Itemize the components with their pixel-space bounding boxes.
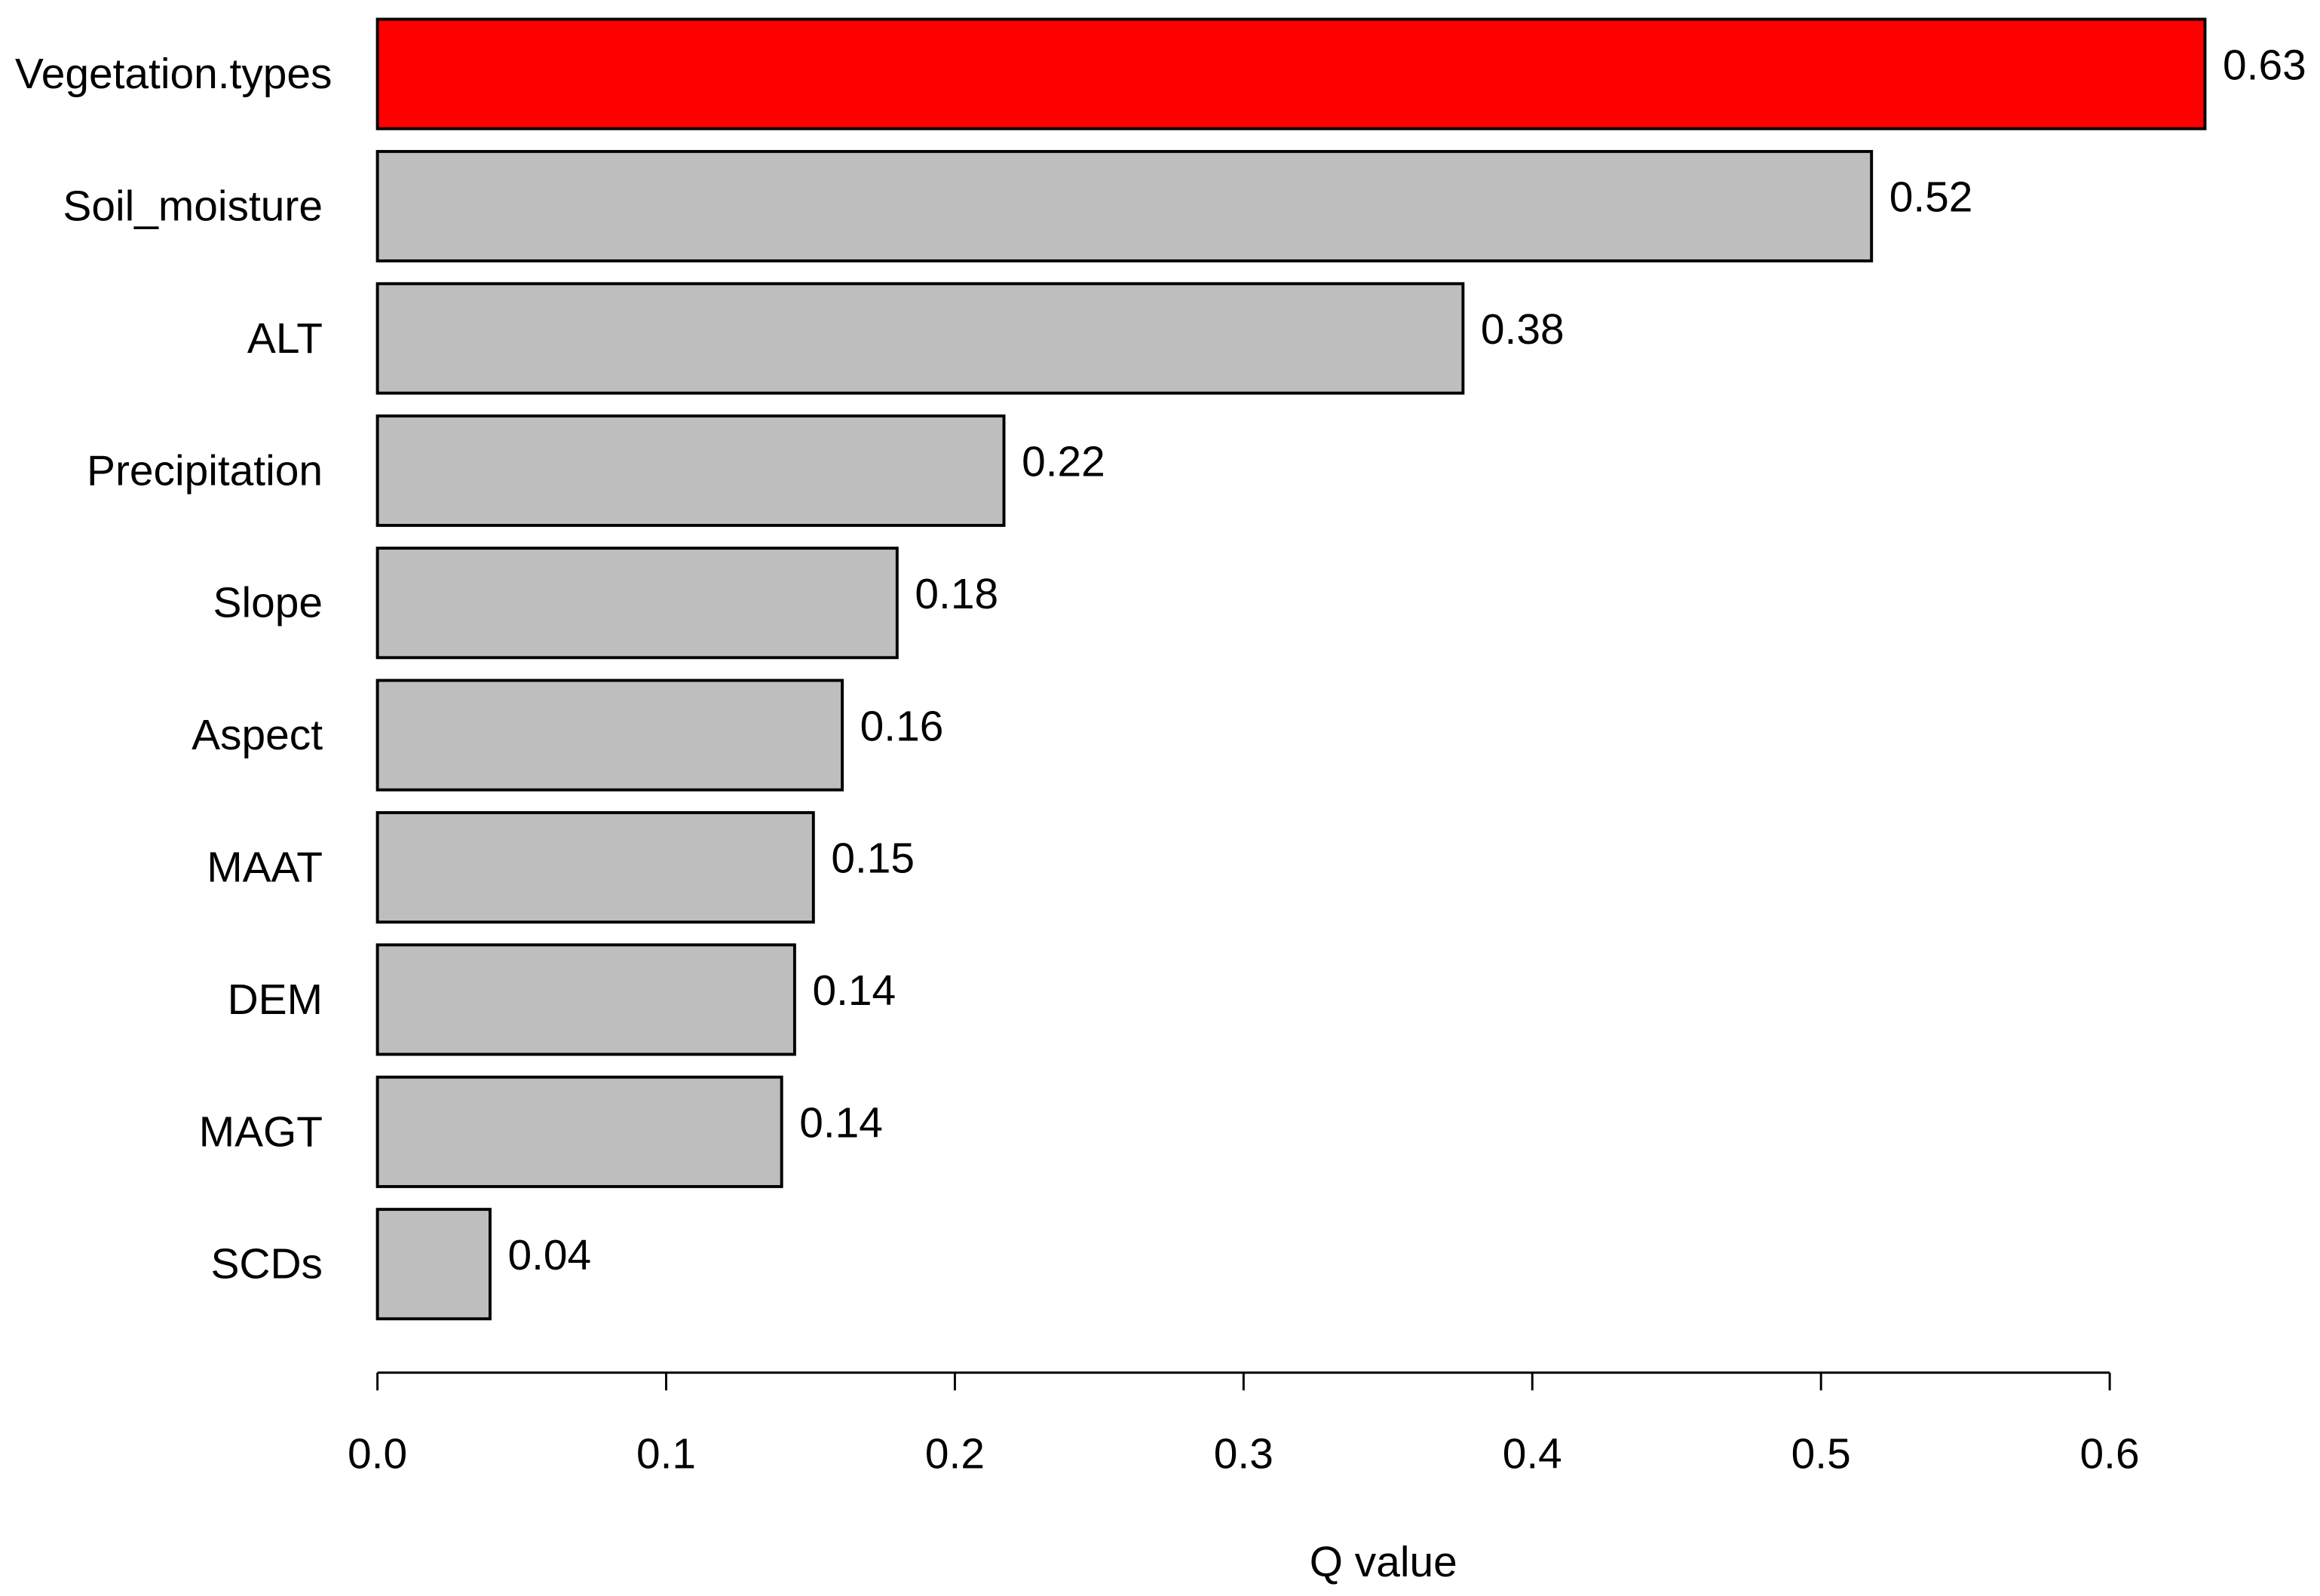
value-label: 0.63 [2223, 41, 2306, 89]
bar [375, 679, 844, 792]
x-axis-label: Q value [1310, 1538, 1457, 1586]
x-tick-label: 0.6 [2080, 1430, 2140, 1478]
category-label: DEM [228, 976, 323, 1024]
value-label: 0.15 [831, 835, 915, 883]
bar [375, 149, 1874, 263]
category-label: Precipitation [87, 446, 323, 495]
x-tick-label: 0.4 [1503, 1430, 1562, 1478]
x-tick-label: 0.5 [1791, 1430, 1851, 1478]
bar [375, 1075, 783, 1188]
category-label: Vegetation.types [15, 50, 333, 98]
bar [375, 547, 899, 660]
value-label: 0.16 [860, 702, 944, 750]
value-label: 0.38 [1481, 305, 1565, 354]
value-label: 0.18 [915, 570, 998, 618]
x-tick-label: 0.1 [636, 1430, 696, 1478]
category-label: Slope [213, 579, 323, 627]
category-label: MAAT [207, 843, 323, 891]
category-label: Aspect [192, 711, 323, 759]
x-tick-label: 0.2 [925, 1430, 985, 1478]
category-label: MAGT [199, 1107, 323, 1156]
x-tick-label: 0.3 [1214, 1430, 1273, 1478]
value-label: 0.04 [507, 1231, 591, 1279]
value-label: 0.14 [812, 966, 896, 1015]
bar [375, 282, 1465, 395]
bar [375, 1208, 492, 1321]
value-label: 0.52 [1889, 173, 1973, 222]
x-tick-label: 0.0 [348, 1430, 407, 1478]
bar [375, 414, 1006, 527]
bar [375, 17, 2207, 130]
category-label: Soil_moisture [63, 182, 323, 230]
category-label: ALT [247, 314, 323, 363]
value-label: 0.22 [1022, 437, 1105, 486]
bar [375, 943, 796, 1056]
bar [375, 810, 815, 924]
category-label: SCDs [210, 1240, 323, 1288]
value-label: 0.14 [799, 1099, 883, 1147]
